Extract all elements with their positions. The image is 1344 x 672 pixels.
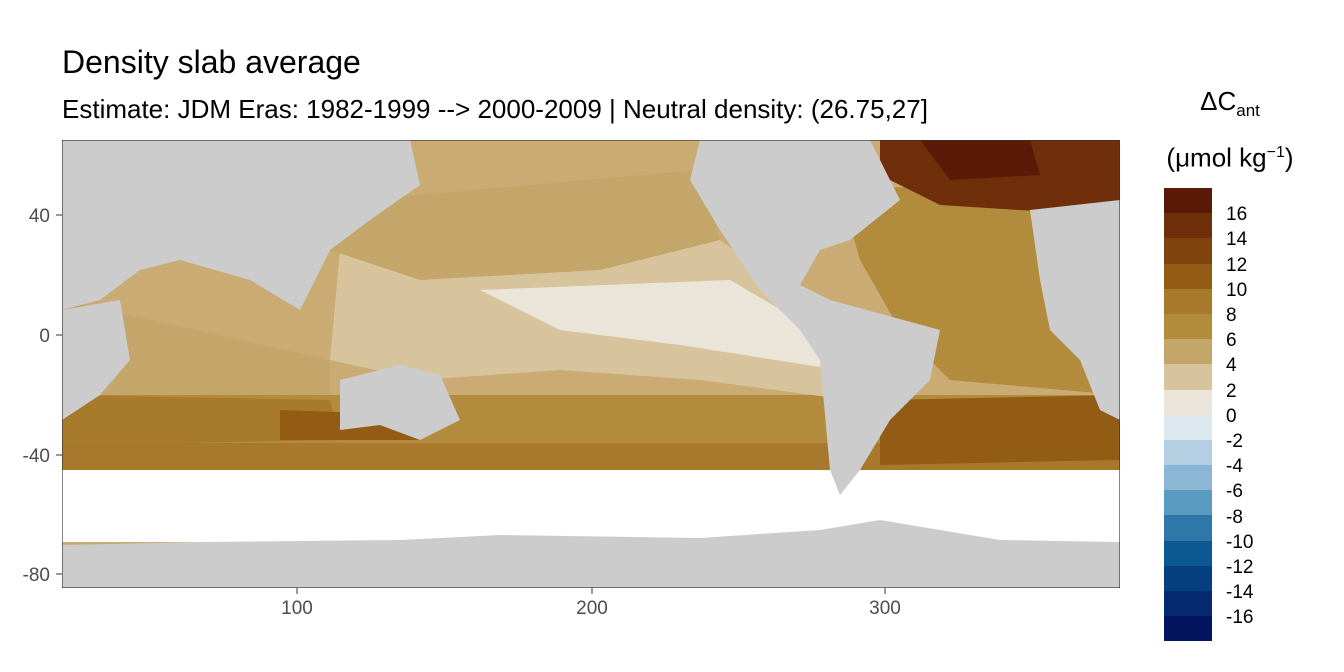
legend-value-label: 4 bbox=[1226, 355, 1237, 377]
y-tick-label: 0 bbox=[39, 326, 50, 347]
legend-color-cell bbox=[1164, 313, 1212, 340]
chart-title: Density slab average bbox=[62, 44, 361, 80]
indian-ocean-high bbox=[62, 395, 340, 445]
australia-land bbox=[340, 365, 460, 440]
legend-unit-prefix: (μmol kg bbox=[1166, 142, 1267, 173]
y-tick-label: -80 bbox=[23, 565, 50, 586]
legend-color-cell bbox=[1164, 465, 1212, 491]
legend-value-label: -14 bbox=[1226, 582, 1254, 604]
legend-color-cell bbox=[1164, 540, 1212, 566]
atlantic-south-high bbox=[880, 395, 1120, 465]
equatorial-pacific-core bbox=[480, 280, 850, 370]
antarctica-land bbox=[62, 520, 1120, 588]
legend-value-label: -12 bbox=[1226, 557, 1254, 578]
north-pacific-mid bbox=[330, 170, 720, 280]
legend-value-label: 2 bbox=[1226, 380, 1237, 402]
legend-value-label: -2 bbox=[1226, 431, 1243, 452]
legend-color-cell bbox=[1164, 414, 1212, 440]
x-tick-label: 100 bbox=[281, 598, 313, 619]
legend-color-cell bbox=[1164, 288, 1212, 314]
legend-unit-sup: −1 bbox=[1266, 144, 1285, 161]
x-tick-label: 300 bbox=[869, 598, 901, 619]
y-tick-label: -40 bbox=[23, 446, 50, 467]
indian-ocean-mid bbox=[62, 300, 330, 395]
legend-color-cell bbox=[1164, 591, 1212, 617]
legend-color-cell bbox=[1164, 263, 1212, 289]
map-panel: 40 0 -40 -80 100 200 300 bbox=[23, 140, 1120, 619]
map-plot-area bbox=[62, 140, 1120, 588]
legend-value-label: 6 bbox=[1226, 330, 1237, 352]
legend-value-label: 10 bbox=[1226, 279, 1248, 301]
legend-color-cell bbox=[1164, 364, 1212, 390]
legend-unit: (μmol kg−1) bbox=[1130, 136, 1330, 175]
legend-color-cell bbox=[1164, 213, 1212, 239]
legend-value-label: 12 bbox=[1226, 254, 1248, 276]
legend-value-label: -10 bbox=[1226, 531, 1254, 553]
x-axis: 100 200 300 bbox=[281, 588, 901, 619]
africa-east-land bbox=[62, 300, 130, 420]
legend-value-label: 8 bbox=[1226, 305, 1237, 326]
x-tick-label: 200 bbox=[576, 598, 608, 619]
legend-value-label: 16 bbox=[1226, 204, 1248, 226]
legend-color-cell bbox=[1164, 238, 1212, 264]
y-axis: 40 0 -40 -80 bbox=[23, 206, 62, 586]
legend-color-cell bbox=[1164, 188, 1212, 214]
legend-colorbar bbox=[1164, 188, 1212, 642]
legend-color-cell bbox=[1164, 339, 1212, 365]
y-tick-label: 40 bbox=[29, 206, 50, 227]
legend-value-label: 0 bbox=[1226, 405, 1237, 427]
legend-value-label: -6 bbox=[1226, 481, 1243, 503]
legend-color-cell bbox=[1164, 515, 1212, 541]
legend-color-cell bbox=[1164, 389, 1212, 415]
legend-unit-suffix: ) bbox=[1284, 142, 1294, 173]
africa-west-land bbox=[1030, 200, 1120, 420]
antarctic-nodata-band bbox=[62, 470, 1120, 542]
legend-value-label: -16 bbox=[1226, 607, 1254, 629]
legend-title-main: ΔC bbox=[1200, 86, 1237, 116]
americas-land bbox=[690, 140, 940, 495]
chart-subtitle: Estimate: JDM Eras: 1982-1999 --> 2000-2… bbox=[62, 94, 928, 124]
legend-title-sub: ant bbox=[1236, 101, 1260, 121]
legend-color-cell bbox=[1164, 490, 1212, 516]
legend-color-cell bbox=[1164, 565, 1212, 591]
north-atlantic-core bbox=[920, 140, 1040, 180]
legend-color-cell bbox=[1164, 616, 1212, 642]
legend-value-label: -8 bbox=[1226, 506, 1243, 528]
legend-value-label: -4 bbox=[1226, 456, 1243, 478]
africa-eurasia-land bbox=[62, 140, 420, 310]
legend-value-label: 14 bbox=[1226, 229, 1248, 251]
legend-color-cell bbox=[1164, 439, 1212, 466]
legend-title: ΔCant bbox=[1130, 84, 1330, 128]
